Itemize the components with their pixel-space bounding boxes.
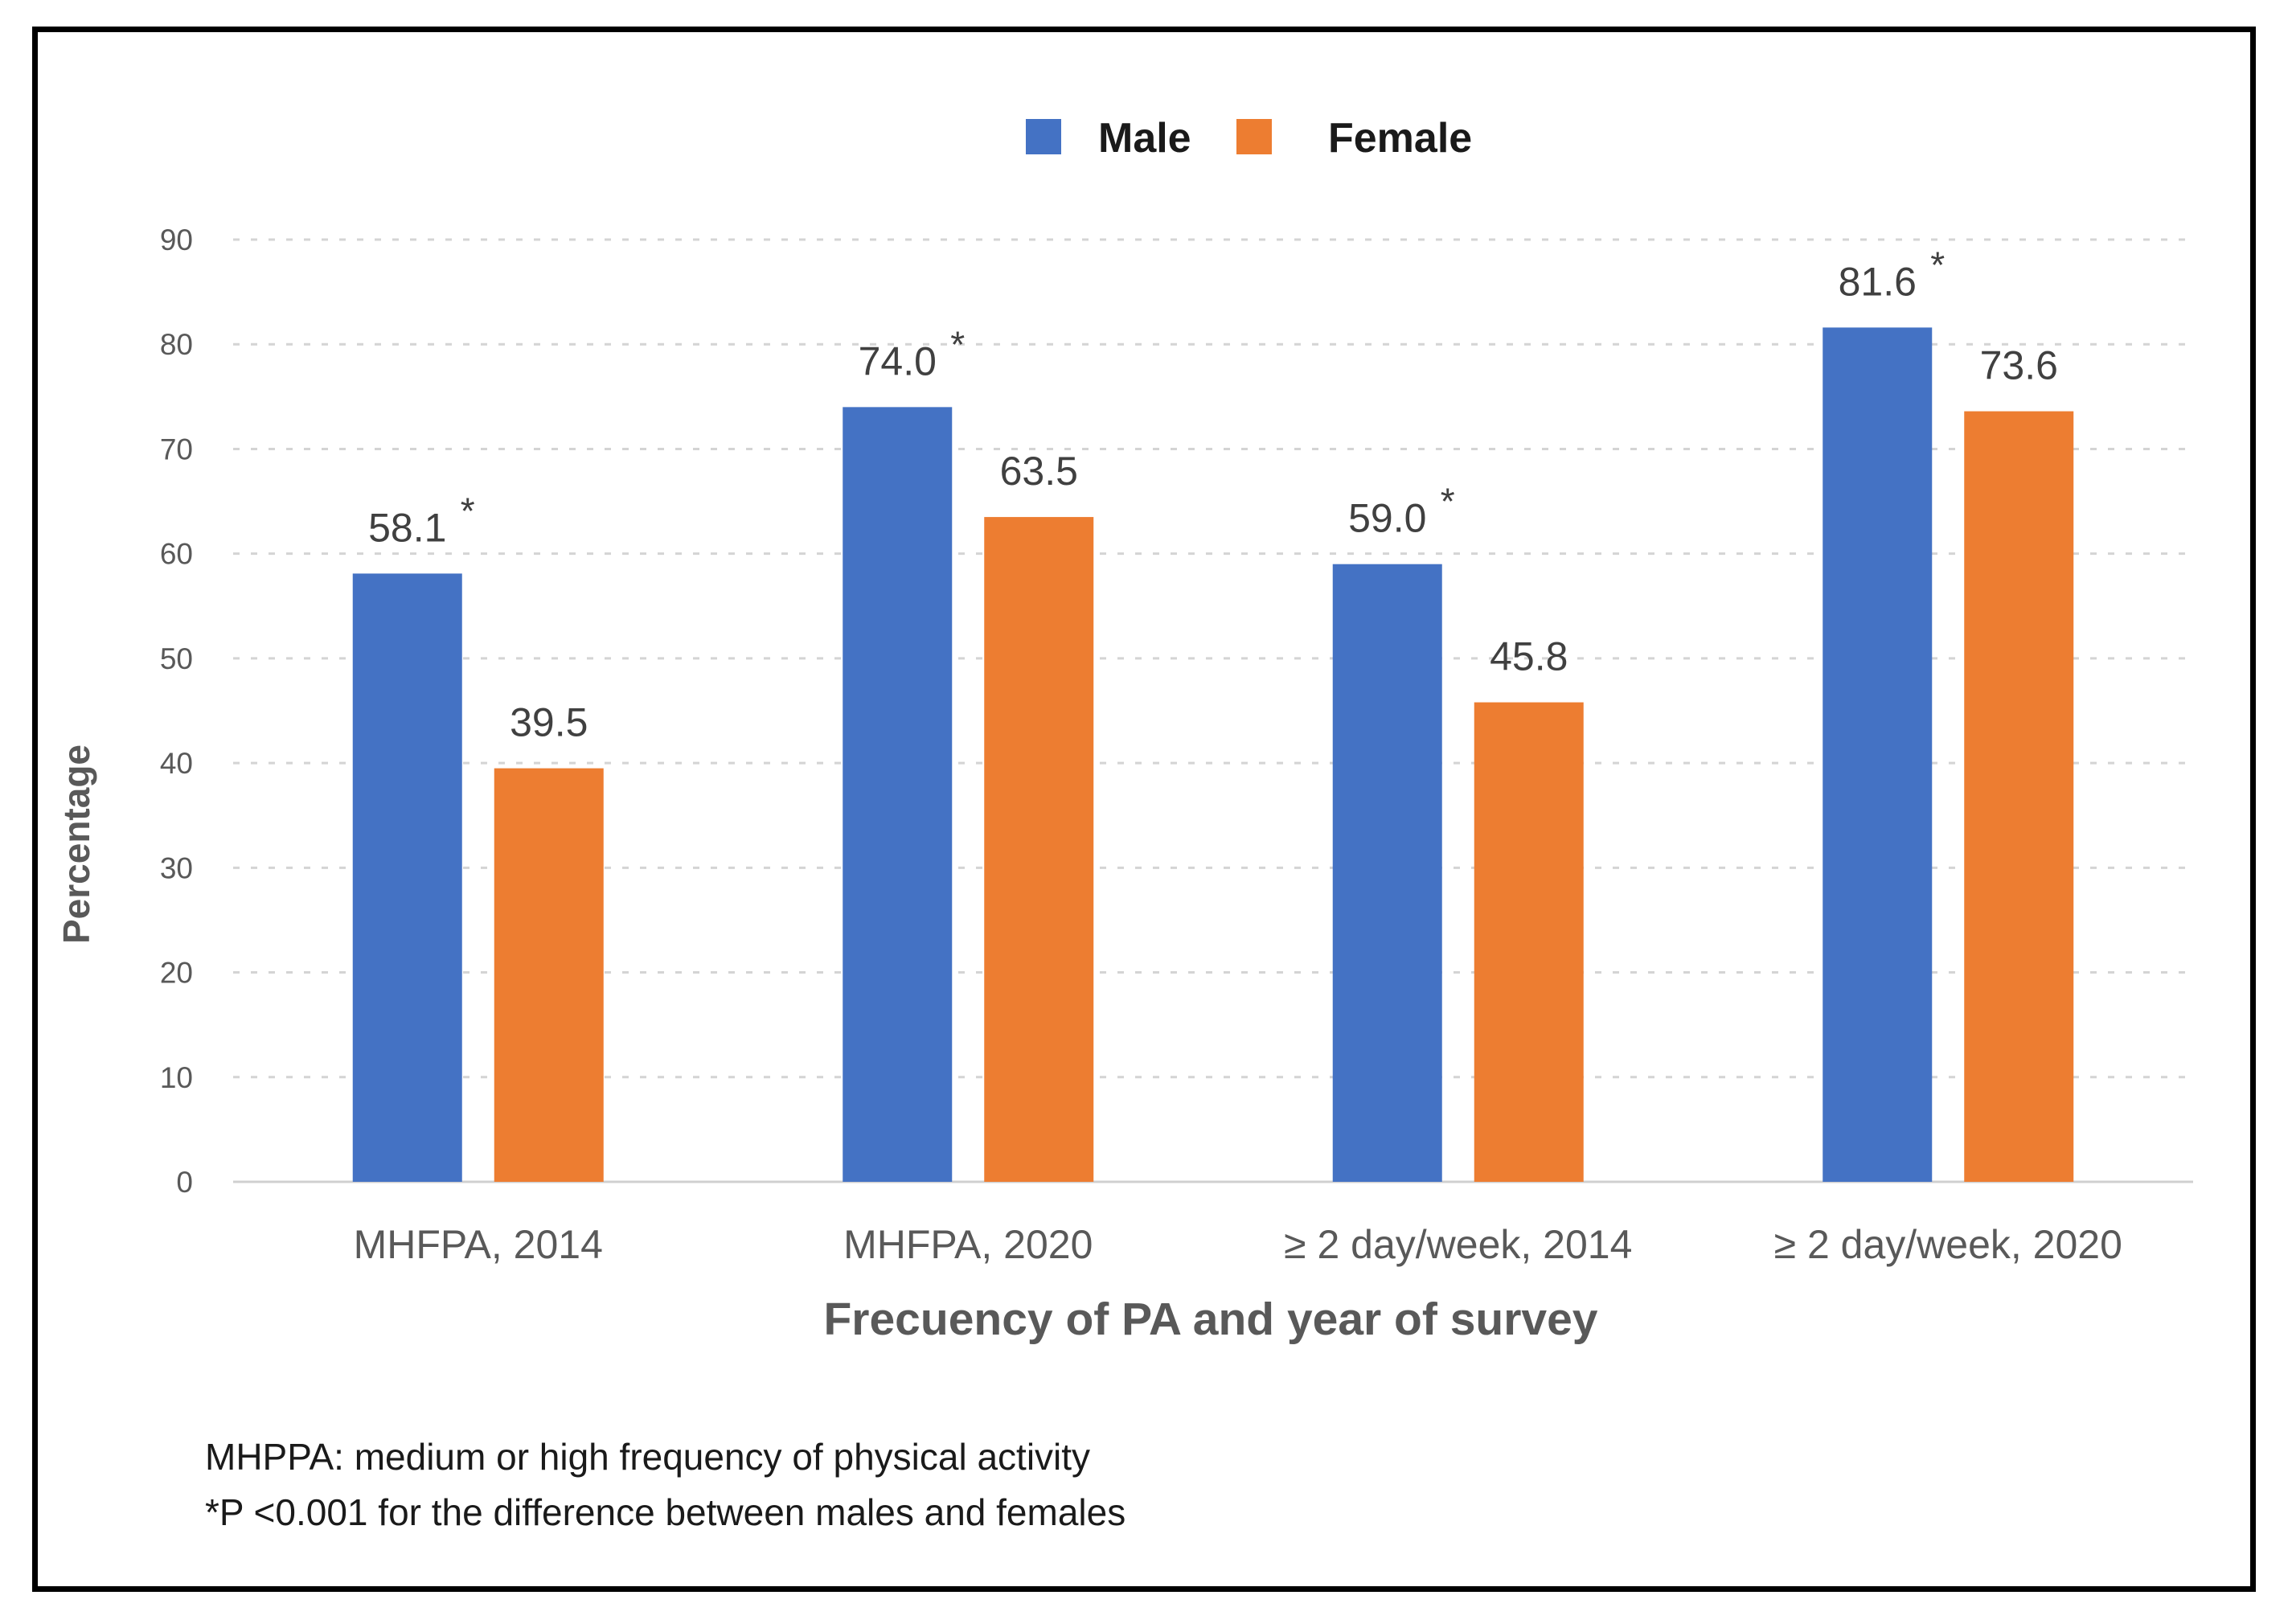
bar-female [494,768,604,1182]
y-axis-title: Percentage [55,744,97,944]
data-label: 45.8 [1490,634,1568,679]
data-label: 58.1 [368,505,446,550]
bar-female [1474,702,1584,1182]
data-label: 39.5 [510,700,588,745]
footnote-significance: *P <0.001 for the difference between mal… [205,1491,1126,1533]
y-tick-label: 0 [176,1166,193,1199]
data-label: 74.0 [859,338,937,383]
data-label: 81.6 [1839,259,1917,304]
y-axis-ticks: 0 10 20 30 40 50 60 70 80 90 [160,224,193,1199]
legend-swatch-female [1236,119,1272,154]
y-tick-label: 20 [160,957,193,990]
y-tick-label: 60 [160,538,193,571]
x-category-label: ≥ 2 day/week, 2014 [1284,1222,1632,1267]
y-tick-label: 50 [160,642,193,675]
data-label: 63.5 [1000,449,1078,494]
legend: Male Female [1026,115,1472,162]
y-tick-label: 40 [160,747,193,780]
data-label: 59.0 [1348,496,1426,541]
bar-female [984,517,1094,1182]
bar-male [1332,564,1442,1182]
y-tick-label: 80 [160,328,193,361]
bars [352,327,2074,1182]
data-labels: 58.1 * 39.5 74.0 * 63.5 59.0 * 45.8 81.6 * 73.6 [368,244,2058,744]
bar-male [1823,327,1933,1182]
significance-marker: * [461,490,475,531]
x-category-label: MHFPA, 2014 [354,1222,603,1267]
y-tick-label: 30 [160,851,193,884]
significance-marker: * [950,323,965,365]
legend-swatch-male [1026,119,1061,154]
x-category-label: MHFPA, 2020 [843,1222,1093,1267]
x-axis-title: Frecuency of PA and year of survey [823,1294,1597,1345]
legend-label-female: Female [1328,115,1472,162]
significance-marker: * [1441,481,1455,523]
y-tick-label: 10 [160,1061,193,1094]
significance-marker: * [1930,244,1945,285]
bar-male [352,573,462,1182]
x-axis-categories: MHFPA, 2014 MHFPA, 2020 ≥ 2 day/week, 2014… [354,1222,2122,1267]
y-tick-label: 90 [160,224,193,256]
bar-female [1964,411,2074,1182]
x-category-label: ≥ 2 day/week, 2020 [1774,1222,2122,1267]
y-tick-label: 70 [160,433,193,465]
footnotes: MHPPA: medium or high frequency of physi… [205,1429,1125,1540]
footnote-abbreviation: MHPPA: medium or high frequency of physi… [205,1436,1091,1478]
legend-label-male: Male [1098,115,1191,162]
bar-male [843,407,953,1182]
data-label: 73.6 [1980,343,2058,388]
